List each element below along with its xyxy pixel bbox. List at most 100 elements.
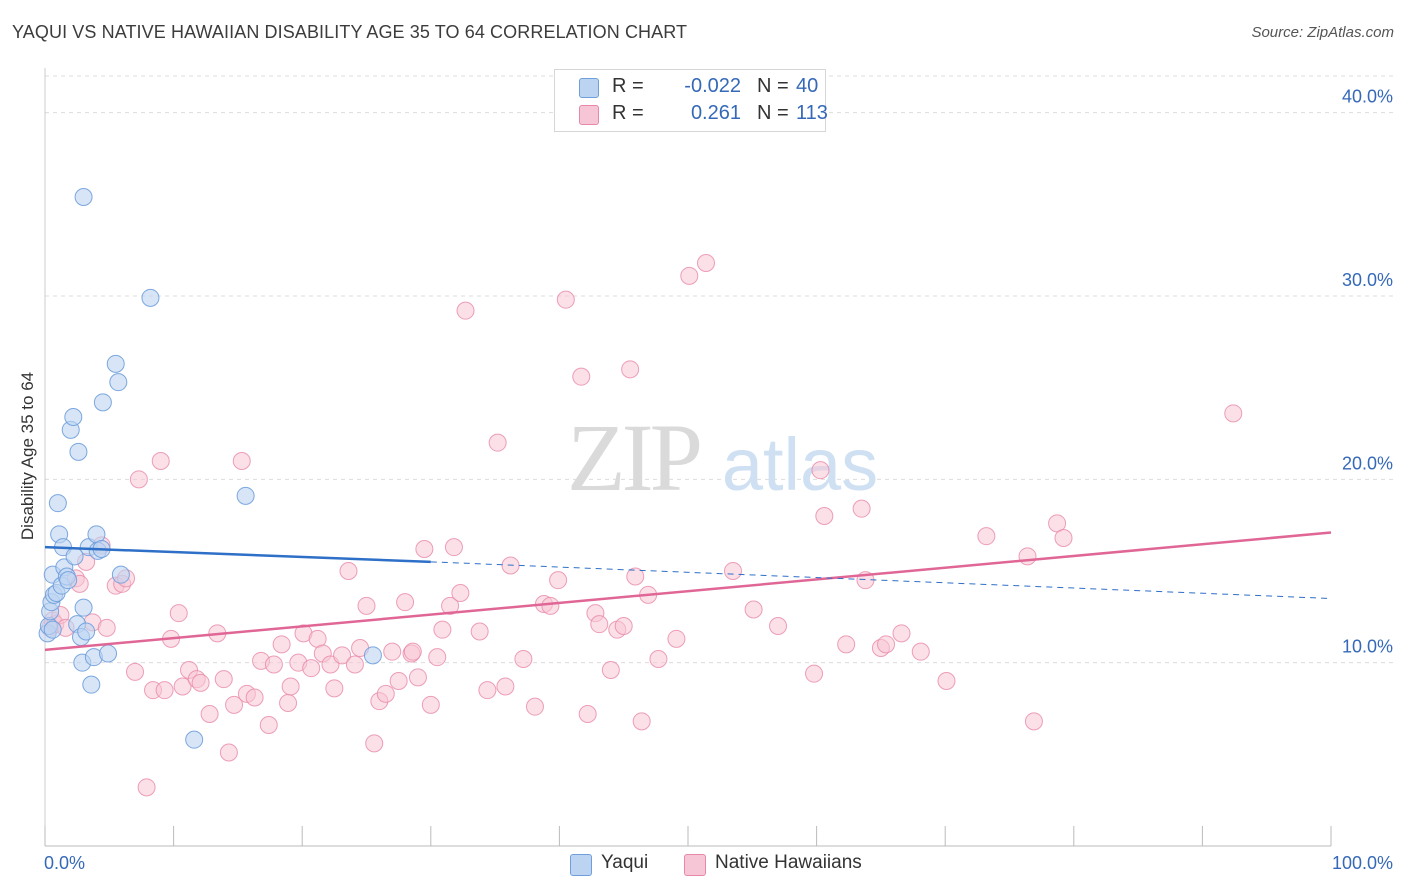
hawaiian-point-99 [815, 507, 834, 525]
yaqui-point-33 [111, 565, 130, 584]
hawaiian-point-107 [937, 672, 956, 690]
hawaiian-point-106 [911, 642, 930, 661]
hawaiian-point-85 [614, 617, 633, 635]
hawaiian-point-69 [478, 681, 497, 700]
n-value: 40 [796, 75, 819, 97]
yaqui-trend-line [44, 545, 431, 564]
axes [44, 68, 1332, 847]
hawaiian-point-19 [155, 681, 174, 700]
n-label: N = [757, 75, 789, 97]
hawaiian-point-37 [272, 635, 291, 654]
hawaiian-point-67 [456, 301, 475, 320]
hawaiian-point-87 [626, 567, 645, 586]
hawaiian-point-35 [259, 716, 278, 734]
yaqui-point-29 [93, 393, 112, 412]
hawaiian-point-29 [219, 743, 238, 762]
hawaiian-point-39 [281, 677, 300, 696]
hawaiian-point-54 [376, 684, 395, 703]
hawaiian-point-68 [470, 622, 489, 641]
hawaiian-point-105 [892, 624, 911, 643]
r-label: R = [612, 102, 644, 124]
hawaiian-point-71 [496, 677, 515, 696]
yaqui-point-22 [77, 622, 96, 641]
watermark-zip: ZIP [567, 404, 700, 511]
hawaiian-point-22 [173, 677, 192, 696]
hawaiian-point-108 [977, 527, 996, 546]
hawaiian-point-112 [1054, 529, 1073, 547]
hawaiian-point-94 [724, 562, 743, 580]
hawaiian-point-26 [200, 705, 219, 723]
yaqui-point-24 [82, 675, 101, 694]
hawaiian-point-74 [525, 697, 544, 716]
hawaiian-point-59 [408, 668, 427, 687]
yaqui-trend-extension [430, 561, 1332, 599]
x-tick-label-min: 0.0% [44, 853, 85, 873]
hawaiian-point-114 [403, 642, 422, 661]
hawaiian-point-77 [549, 571, 568, 590]
yaqui-point-7 [48, 494, 67, 513]
native-hawaiians-points [41, 254, 1243, 797]
stats-legend: R = -0.022 N = 40 R = 0.261 N = 113 [554, 69, 828, 132]
yaqui-point-37 [363, 646, 382, 665]
yaqui-point-36 [236, 486, 255, 505]
yaqui-point-30 [99, 644, 118, 663]
yaqui-point-15 [64, 408, 83, 426]
hawaiian-point-92 [680, 266, 699, 285]
hawaiian-point-64 [441, 596, 460, 615]
hawaiian-point-28 [214, 670, 233, 689]
y-tick-label-20: 20.0% [1342, 453, 1393, 473]
hawaiian-point-61 [421, 695, 440, 714]
hawaiian-legend-swatch [684, 854, 706, 876]
hawaiian-point-21 [169, 604, 188, 623]
yaqui-point-32 [109, 373, 128, 392]
yaqui-point-34 [141, 288, 160, 307]
y-tick-labels: 10.0% 20.0% 30.0% 40.0% [1342, 87, 1393, 657]
hawaiian-point-91 [667, 629, 686, 648]
hawaiian-point-18 [151, 452, 170, 470]
hawaiian-point-14 [126, 662, 145, 681]
hawaiian-point-52 [365, 734, 384, 753]
r-value: 0.261 [690, 102, 741, 124]
watermark-atlas: atlas [722, 423, 878, 506]
yaqui-point-31 [106, 354, 125, 373]
yaqui-point-13 [59, 571, 78, 590]
hawaiian-point-78 [556, 290, 575, 309]
hawaiian-point-48 [339, 562, 358, 580]
hawaiian-point-56 [389, 672, 408, 690]
hawaiian-point-60 [415, 540, 434, 558]
yaqui-swatch [579, 78, 599, 98]
watermark: ZIP atlas [567, 404, 878, 511]
hawaiian-point-101 [852, 499, 871, 518]
hawaiian-point-33 [245, 688, 264, 707]
n-value: 113 [796, 102, 828, 124]
hawaiian-point-57 [396, 593, 415, 612]
x-tick-label-max: 100.0% [1332, 853, 1393, 873]
hawaiian-point-62 [428, 648, 447, 667]
y-tick-label-40: 40.0% [1342, 87, 1393, 107]
hawaiian-swatch [579, 105, 599, 125]
r-label: R = [612, 75, 644, 97]
hawaiian-point-15 [129, 470, 148, 489]
hawaiian-point-76 [541, 596, 560, 615]
hawaiian-point-42 [302, 659, 321, 678]
hawaiian-point-88 [632, 712, 651, 731]
hawaiian-point-109 [1018, 547, 1037, 566]
hawaiian-point-95 [744, 600, 763, 619]
gridlines [45, 75, 1394, 664]
hawaiian-point-82 [590, 615, 609, 634]
hawaiian-point-31 [232, 452, 251, 470]
y-tick-label-10: 10.0% [1342, 637, 1393, 657]
chart-title: YAQUI VS NATIVE HAWAIIAN DISABILITY AGE … [12, 22, 688, 42]
hawaiian-trend-line [44, 531, 1332, 652]
hawaiian-point-97 [805, 664, 824, 683]
hawaiian-point-70 [488, 433, 507, 452]
yaqui-points [38, 188, 382, 749]
hawaiian-point-49 [345, 655, 364, 674]
hawaiian-point-46 [325, 679, 344, 698]
x-tick-labels: 0.0% 100.0% [44, 853, 1393, 873]
hawaiian-point-25 [191, 673, 210, 692]
hawaiian-point-47 [333, 646, 352, 665]
source-label: Source: ZipAtlas.com [1251, 24, 1394, 41]
hawaiian-point-98 [811, 461, 830, 480]
